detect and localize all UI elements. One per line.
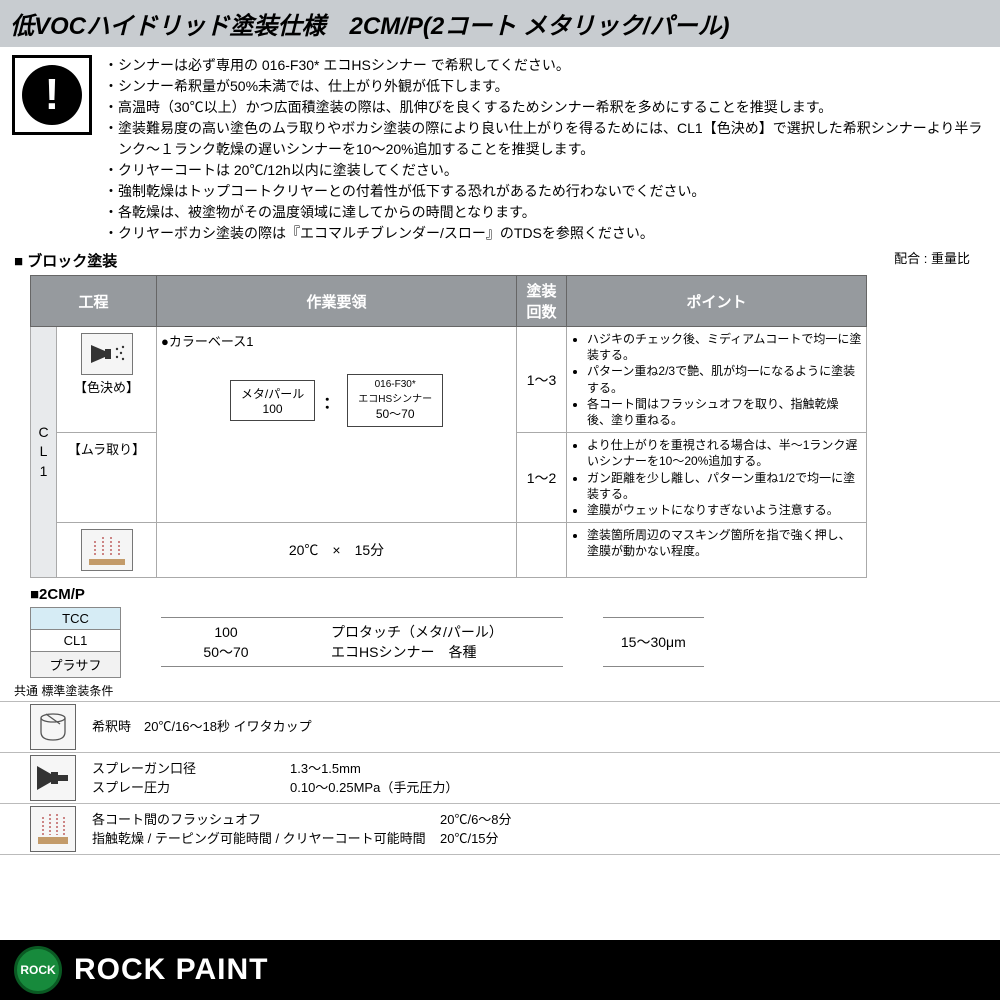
page-title: 低VOCハイドリッド塗装仕様 2CM/P(2コート メタリック/パール) bbox=[0, 0, 1000, 47]
stack-label: ■2CM/P bbox=[0, 584, 1000, 605]
layer-tcc: TCC bbox=[31, 608, 121, 630]
cond-row-flash: 各コート間のフラッシュオフ20℃/6～8分 指触乾燥 / テーピング可能時間 /… bbox=[0, 804, 1000, 855]
cl1-label: C L 1 bbox=[31, 327, 57, 578]
count-2: 1～2 bbox=[517, 433, 567, 523]
cond-row-gun: スプレーガン口径1.3～1.5mm スプレー圧力0.10～0.25MPa（手元圧… bbox=[0, 753, 1000, 804]
footer: ROCK ROCK PAINT bbox=[0, 940, 1000, 1000]
cond-label: 共通 標準塗装条件 bbox=[0, 678, 1000, 701]
points-2: より仕上がりを重視される場合は、半～1ランク遅いシンナーを10～20%追加する。… bbox=[567, 433, 867, 523]
layer-pura: プラサフ bbox=[31, 652, 121, 678]
step-color: 【色決め】 bbox=[57, 327, 157, 433]
th-count: 塗装 回数 bbox=[517, 276, 567, 327]
layer-stack: TCC CL1 プラサフ bbox=[30, 607, 121, 678]
flash-icon bbox=[30, 806, 76, 852]
cond-row-viscosity: 希釈時 20℃/16～18秒 イワタカップ bbox=[0, 701, 1000, 753]
warning-section: ! ・シンナーは必ず専用の 016-F30* エコHSシンナー で希釈してくださ… bbox=[0, 47, 1000, 248]
th-process: 工程 bbox=[31, 276, 157, 327]
th-work: 作業要領 bbox=[157, 276, 517, 327]
layer-cl1: CL1 bbox=[31, 630, 121, 652]
warning-icon: ! bbox=[12, 55, 92, 135]
thickness: 15～30μm bbox=[603, 617, 704, 667]
process-table: 工程 作業要領 塗装 回数 ポイント C L 1 【色決め】 ●カラーベース1 … bbox=[30, 275, 867, 578]
ratio-note: 配合 : 重量比 bbox=[894, 248, 1000, 273]
points-1: ハジキのチェック後、ミディアムコートで均一に塗装する。パターン重ね2/3で艶、肌… bbox=[567, 327, 867, 433]
brand-logo-icon: ROCK bbox=[14, 946, 62, 994]
warning-list: ・シンナーは必ず専用の 016-F30* エコHSシンナー で希釈してください。… bbox=[104, 55, 988, 244]
mix-box: 100プロタッチ（メタ/パール） 50～70エコHSシンナー 各種 bbox=[161, 617, 563, 667]
spray-icon bbox=[81, 333, 133, 375]
count-1: 1～3 bbox=[517, 327, 567, 433]
dry-icon bbox=[81, 529, 133, 571]
block-section-label: ■ ブロック塗装 bbox=[0, 248, 117, 273]
work-cell: ●カラーベース1 メタ/パール100 ： 016-F30* エコHSシンナー50… bbox=[157, 327, 517, 523]
dry-spec: 20℃ × 15分 bbox=[157, 523, 517, 578]
step-mura: 【ムラ取り】 bbox=[57, 433, 157, 523]
brand-name: ROCK PAINT bbox=[74, 953, 268, 987]
gun-icon bbox=[30, 755, 76, 801]
th-point: ポイント bbox=[567, 276, 867, 327]
step-dry bbox=[57, 523, 157, 578]
cup-icon bbox=[30, 704, 76, 750]
points-3: 塗装箇所周辺のマスキング箇所を指で強く押し、塗膜が動かない程度。 bbox=[567, 523, 867, 578]
